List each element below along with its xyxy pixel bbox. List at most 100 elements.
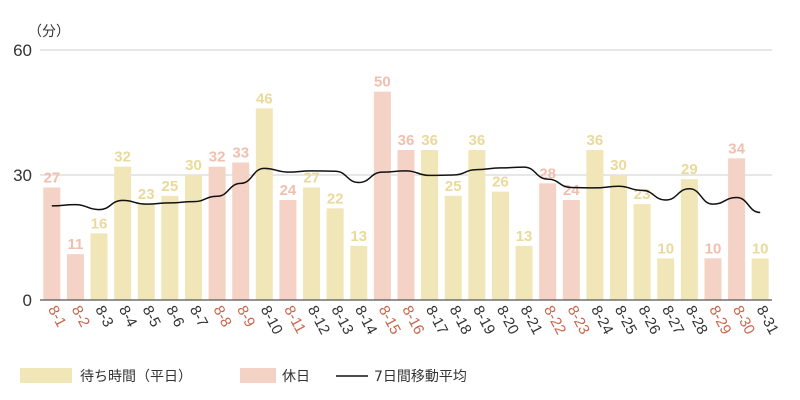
value-label-8-9: 33 bbox=[232, 145, 249, 162]
value-label-8-28: 29 bbox=[681, 161, 698, 178]
bar-8-8 bbox=[208, 166, 226, 300]
x-tick-label-8-12: 8-12 bbox=[304, 303, 333, 337]
value-label-layer: 27 11 16 32 23 25 30 32 33 46 24 27 22 13 50 36 36 25 36 26… bbox=[43, 74, 768, 258]
x-tick-label-8-10: 8-10 bbox=[257, 303, 286, 337]
x-tick-label-8-17: 8-17 bbox=[422, 303, 451, 337]
bar-8-31 bbox=[751, 258, 769, 300]
bar-8-20 bbox=[491, 191, 509, 300]
value-label-8-1: 27 bbox=[43, 170, 60, 187]
x-tick-label-8-25: 8-25 bbox=[611, 303, 640, 337]
bar-8-18 bbox=[444, 195, 462, 300]
bar-8-11 bbox=[279, 200, 297, 300]
value-label-8-5: 23 bbox=[138, 186, 155, 203]
value-label-8-31: 10 bbox=[752, 240, 769, 257]
bar-8-24 bbox=[586, 150, 604, 300]
x-tick-label-8-31: 8-31 bbox=[753, 303, 782, 337]
bar-8-27 bbox=[657, 258, 675, 300]
bar-8-1 bbox=[43, 187, 61, 300]
value-label-8-2: 11 bbox=[67, 236, 83, 253]
x-tick-label-8-11: 8-11 bbox=[280, 303, 309, 337]
legend-label-holiday: 休日 bbox=[282, 369, 310, 385]
bar-8-16 bbox=[397, 150, 415, 300]
bar-8-10 bbox=[255, 108, 273, 300]
x-tick-label-8-20: 8-20 bbox=[493, 303, 522, 337]
x-tick-label-8-3: 8-3 bbox=[92, 303, 117, 330]
y-tick-label-0: 0 bbox=[23, 291, 32, 310]
bar-8-29 bbox=[704, 258, 722, 300]
x-tick-label-8-9: 8-9 bbox=[233, 303, 258, 330]
legend-swatch-weekday bbox=[20, 368, 72, 383]
x-tick-label-8-16: 8-16 bbox=[398, 303, 427, 337]
x-tick-label-8-4: 8-4 bbox=[115, 303, 140, 330]
value-label-8-25: 30 bbox=[610, 157, 627, 174]
bar-8-23 bbox=[562, 200, 580, 300]
bar-layer bbox=[43, 91, 769, 301]
bar-8-22 bbox=[539, 183, 557, 300]
x-tick-label-8-26: 8-26 bbox=[635, 303, 664, 337]
value-label-8-24: 36 bbox=[587, 132, 604, 149]
x-tick-label-8-2: 8-2 bbox=[68, 303, 93, 330]
x-tick-label-8-30: 8-30 bbox=[729, 303, 758, 337]
x-tick-label-8-7: 8-7 bbox=[186, 303, 211, 330]
x-tick-label-8-5: 8-5 bbox=[139, 303, 164, 330]
legend-label-weekday: 待ち時間（平日） bbox=[80, 369, 192, 385]
bar-8-14 bbox=[350, 245, 368, 300]
y-tick-label-30: 30 bbox=[13, 166, 32, 185]
bar-8-6 bbox=[161, 195, 179, 300]
bar-8-12 bbox=[303, 187, 321, 300]
value-label-8-19: 36 bbox=[468, 132, 485, 149]
value-label-8-23: 24 bbox=[563, 182, 580, 199]
legend-label-moving-average: 7日間移動平均 bbox=[374, 369, 467, 385]
value-label-8-14: 13 bbox=[350, 228, 367, 245]
x-tick-label-8-28: 8-28 bbox=[682, 303, 711, 337]
bar-8-7 bbox=[184, 175, 202, 300]
value-label-8-13: 22 bbox=[327, 190, 344, 207]
bar-8-19 bbox=[468, 150, 486, 300]
x-tick-label-8-19: 8-19 bbox=[469, 303, 498, 337]
value-label-8-8: 32 bbox=[209, 149, 226, 166]
value-label-8-16: 36 bbox=[398, 132, 415, 149]
y-unit-label: （分） bbox=[28, 24, 70, 40]
bar-8-15 bbox=[373, 91, 391, 301]
value-label-8-11: 24 bbox=[280, 182, 297, 199]
value-label-8-21: 13 bbox=[516, 228, 533, 245]
x-tick-label-8-14: 8-14 bbox=[351, 303, 380, 337]
value-label-8-12: 27 bbox=[303, 170, 320, 187]
bar-8-28 bbox=[680, 179, 698, 300]
value-label-8-17: 36 bbox=[421, 132, 438, 149]
axis-layer: 8-18-28-38-48-58-68-78-88-98-108-118-128… bbox=[40, 299, 782, 337]
bar-8-25 bbox=[610, 175, 628, 300]
bar-8-26 bbox=[633, 204, 651, 300]
x-tick-label-8-13: 8-13 bbox=[328, 303, 357, 337]
moving-average-layer bbox=[51, 166, 761, 214]
x-tick-label-8-18: 8-18 bbox=[446, 303, 475, 337]
bar-8-17 bbox=[421, 150, 439, 300]
value-label-8-3: 16 bbox=[91, 215, 108, 232]
bar-8-2 bbox=[66, 254, 84, 300]
value-label-8-26: 23 bbox=[634, 186, 651, 203]
value-label-8-27: 10 bbox=[657, 240, 674, 257]
x-tick-label-8-15: 8-15 bbox=[375, 303, 404, 337]
value-label-8-20: 26 bbox=[492, 174, 509, 191]
x-tick-label-8-21: 8-21 bbox=[517, 303, 546, 337]
x-tick-label-8-27: 8-27 bbox=[658, 303, 687, 337]
bar-8-3 bbox=[90, 233, 108, 300]
value-label-8-29: 10 bbox=[705, 240, 722, 257]
x-tick-label-8-29: 8-29 bbox=[705, 303, 734, 337]
legend: 待ち時間（平日） 休日 7日間移動平均 bbox=[20, 368, 467, 385]
value-label-8-7: 30 bbox=[185, 157, 202, 174]
bar-8-9 bbox=[232, 162, 250, 300]
moving-average-line bbox=[51, 166, 761, 214]
value-label-8-10: 46 bbox=[256, 90, 273, 107]
x-tick-label-8-6: 8-6 bbox=[162, 303, 187, 330]
x-tick-label-8-23: 8-23 bbox=[564, 303, 593, 337]
x-tick-label-8-1: 8-1 bbox=[44, 303, 69, 330]
legend-swatch-holiday bbox=[240, 368, 276, 383]
value-label-8-18: 25 bbox=[445, 178, 462, 195]
bar-8-21 bbox=[515, 245, 533, 300]
value-label-8-30: 34 bbox=[728, 140, 745, 157]
x-tick-label-8-24: 8-24 bbox=[587, 303, 616, 337]
bar-8-5 bbox=[137, 204, 155, 300]
x-tick-label-8-22: 8-22 bbox=[540, 303, 569, 337]
